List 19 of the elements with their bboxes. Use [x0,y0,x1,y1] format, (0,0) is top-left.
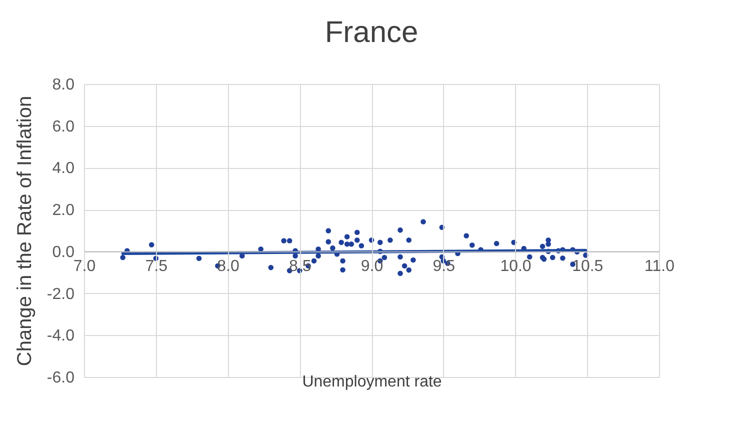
x-tick-label: 11.0 [644,258,675,275]
chart-title: France [324,16,418,49]
x-tick-label: 9.5 [432,258,456,275]
y-tick-label: 6.0 [52,118,75,136]
y-tick-label: -4.0 [46,328,75,345]
x-tick-label: 7.0 [73,258,96,275]
x-axis-title: Unemployment rate [302,374,442,390]
x-tick-label: 9.0 [360,258,384,275]
y-tick-label: 4.0 [52,160,75,178]
y-axis-title: Change in the Rate of Inflation [14,96,36,366]
y-tick-label: -6.0 [46,370,75,386]
x-tick-label: 7.5 [145,258,168,275]
y-tick-label: 2.0 [52,202,75,220]
x-tick-label: 10.5 [572,258,604,275]
y-tick-label: 0.0 [52,244,75,261]
x-tick-label: 10.0 [500,258,532,275]
x-tick-label: 8.0 [217,258,240,275]
y-tick-label: -2.0 [46,286,75,303]
y-tick-label: 8.0 [52,76,75,94]
